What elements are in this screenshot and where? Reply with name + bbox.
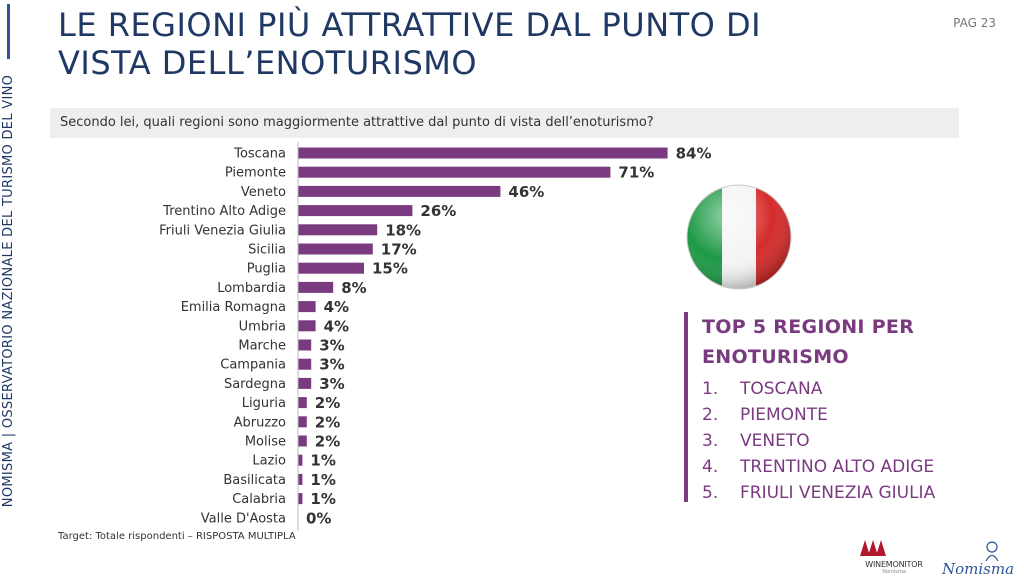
data-label: 26% — [420, 202, 456, 220]
bar — [298, 377, 312, 389]
bar — [298, 262, 364, 274]
list-item-label: TRENTINO ALTO ADIGE — [740, 457, 935, 477]
nomisma-logo: Nomisma — [942, 540, 1018, 580]
bar — [298, 243, 373, 255]
category-label: Marche — [238, 339, 286, 354]
category-label: Valle D'Aosta — [201, 511, 286, 526]
category-label: Emilia Romagna — [181, 300, 286, 315]
winemonitor-subtext: Nomisma — [882, 569, 906, 575]
bar — [298, 454, 303, 466]
bar — [298, 281, 334, 293]
category-label: Calabria — [232, 492, 286, 507]
data-label: 2% — [315, 394, 340, 412]
list-item-label: PIEMONTE — [740, 405, 828, 425]
data-label: 2% — [315, 433, 340, 451]
data-label: 8% — [341, 279, 366, 297]
bar — [298, 320, 316, 332]
data-label: 1% — [310, 471, 335, 489]
list-item-number: 2. — [702, 405, 719, 425]
data-label: 1% — [310, 490, 335, 508]
category-label: Abruzzo — [234, 415, 286, 430]
bar — [298, 435, 307, 447]
regions-bar-chart: Toscana 84% Piemonte 71% Veneto 46% Trentino A… — [159, 142, 712, 531]
data-label: 0% — [306, 509, 331, 527]
footnote: Target: Totale rispondenti – RISPOSTA MU… — [58, 531, 296, 542]
list-item-number: 5. — [702, 483, 719, 503]
bar — [298, 493, 303, 505]
list-item-label: VENETO — [740, 431, 810, 451]
category-label: Sardegna — [224, 377, 286, 392]
data-label: 3% — [319, 356, 344, 374]
data-label: 1% — [310, 452, 335, 470]
data-label: 3% — [319, 337, 344, 355]
category-label: Friuli Venezia Giulia — [159, 223, 286, 238]
data-label: 4% — [324, 317, 349, 335]
page-title: LE REGIONI PIÙ ATTRATTIVE DAL PUNTO DI V… — [58, 6, 762, 82]
page-number: PAG 23 — [953, 16, 996, 30]
list-item: 2. PIEMONTE — [702, 402, 984, 428]
category-label: Liguria — [242, 396, 286, 411]
list-item: 5. FRIULI VENEZIA GIULIA — [702, 480, 984, 506]
category-label: Molise — [245, 435, 286, 450]
list-item: 1. TOSCANA — [702, 376, 984, 402]
list-item-label: TOSCANA — [740, 379, 823, 399]
category-label: Basilicata — [223, 473, 286, 488]
category-label: Piemonte — [225, 166, 286, 181]
data-label: 3% — [319, 375, 344, 393]
data-label: 4% — [324, 298, 349, 316]
bar — [298, 224, 378, 236]
data-label: 84% — [676, 145, 712, 163]
bar — [298, 301, 316, 313]
category-label: Lombardia — [217, 281, 286, 296]
bar — [298, 358, 312, 370]
top5-title: TOP 5 REGIONI PER ENOTURISMO — [702, 316, 915, 368]
data-label: 15% — [372, 260, 408, 278]
list-item: 4. TRENTINO ALTO ADIGE — [702, 454, 984, 480]
data-label: 2% — [315, 413, 340, 431]
winemonitor-text: WINEMONITOR — [865, 560, 923, 569]
bar — [298, 147, 668, 159]
side-accent-bar — [7, 4, 10, 59]
nomisma-text: Nomisma — [942, 560, 1015, 578]
bar — [298, 205, 413, 217]
list-item: 3. VENETO — [702, 428, 984, 454]
data-label: 46% — [508, 183, 544, 201]
survey-question: Secondo lei, quali regioni sono maggiorm… — [50, 108, 959, 138]
list-item-number: 4. — [702, 457, 719, 477]
data-label: 18% — [385, 221, 421, 239]
category-label: Trentino Alto Adige — [162, 204, 286, 219]
category-label: Puglia — [247, 262, 286, 277]
list-item-number: 3. — [702, 431, 719, 451]
top5-list: 1. TOSCANA 2. PIEMONTE 3. VENETO 4. TRENTINO… — [702, 376, 984, 506]
bar — [298, 397, 307, 409]
list-item-number: 1. — [702, 379, 719, 399]
data-label: 71% — [618, 164, 654, 182]
bar — [298, 185, 501, 197]
bar — [298, 339, 312, 351]
category-label: Lazio — [252, 454, 286, 469]
bar — [298, 473, 303, 485]
bar — [298, 166, 611, 178]
category-label: Umbria — [239, 319, 286, 334]
list-item-label: FRIULI VENEZIA GIULIA — [740, 483, 936, 503]
category-label: Sicilia — [248, 243, 286, 258]
top5-box: TOP 5 REGIONI PER ENOTURISMO 1. TOSCANA 2… — [684, 312, 984, 503]
italian-flag-icon — [684, 182, 794, 292]
category-label: Campania — [220, 358, 286, 373]
bar — [298, 416, 307, 428]
category-label: Toscana — [233, 147, 286, 162]
winemonitor-logo: WINEMONITOR Nomisma — [860, 540, 928, 580]
data-label: 17% — [381, 241, 417, 259]
category-label: Veneto — [241, 185, 286, 200]
